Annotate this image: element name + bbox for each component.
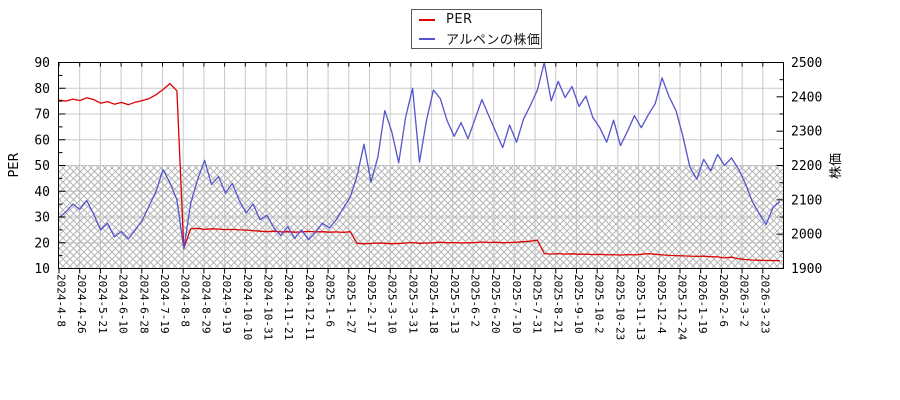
- legend-item-per: PER: [419, 12, 541, 28]
- x-tick-label: 2024-6-10: [117, 274, 130, 334]
- x-tick-label: 2025-11-13: [634, 274, 647, 340]
- x-tick-label: 2024-9-19: [220, 274, 233, 334]
- tick-labels: 10 20 30 40 50 60 70 80 90 1900 2000 2100 2200 2300 24…: [7, 56, 844, 341]
- x-tick-label: 2025-7-10: [510, 274, 523, 334]
- x-tick-label: 2025-1-6: [324, 274, 337, 327]
- x-tick-label: 2025-9-10: [572, 274, 585, 334]
- y-left-tick-label: 90: [34, 56, 50, 71]
- x-tick-label: 2025-5-13: [448, 274, 461, 334]
- y-left-tick-label: 60: [34, 133, 50, 148]
- y-left-tick-label: 30: [34, 211, 50, 226]
- x-tick-label: 2025-1-27: [344, 274, 357, 334]
- legend-item-stock-price: アルペンの株価: [419, 31, 541, 48]
- x-tick-label: 2024-4-8: [55, 274, 68, 327]
- y-right-tick-label: 1900: [791, 262, 822, 277]
- x-tick-label: 2025-6-20: [489, 274, 502, 334]
- per-series-line: [58, 82, 781, 262]
- legend: PER アルペンの株価: [411, 9, 542, 49]
- x-tick-label: 2024-8-8: [179, 274, 192, 327]
- x-tick-label: 2025-10-2: [593, 274, 606, 334]
- x-tick-label: 2024-5-21: [96, 274, 109, 334]
- y-left-tick-label: 70: [34, 108, 50, 123]
- x-tick-label: 2024-10-31: [262, 274, 275, 340]
- x-tick-label: 2024-4-26: [75, 274, 88, 334]
- x-tick-label: 2026-2-6: [717, 274, 730, 327]
- axis-ticks: [58, 62, 784, 274]
- y-right-tick-label: 2400: [791, 90, 822, 105]
- y-left-tick-label: 10: [34, 262, 50, 277]
- x-tick-label: 2025-3-31: [406, 274, 419, 334]
- x-tick-label: 2025-12-24: [676, 274, 689, 341]
- y-left-tick-label: 20: [34, 236, 50, 251]
- x-tick-label: 2024-11-21: [282, 274, 295, 340]
- legend-label-stock-price: アルペンの株価: [446, 33, 541, 48]
- x-tick-label: 2025-3-10: [386, 274, 399, 334]
- x-tick-label: 2025-2-17: [365, 274, 378, 334]
- y-left-tick-label: 40: [34, 185, 50, 200]
- y-left-axis-title: PER: [7, 152, 22, 177]
- x-tick-label: 2025-10-23: [613, 274, 626, 340]
- x-tick-label: 2024-6-28: [137, 274, 150, 334]
- x-tick-label: 2026-3-23: [758, 274, 771, 334]
- x-tick-label: 2024-7-19: [158, 274, 171, 334]
- per-line-swatch: [419, 18, 435, 21]
- x-tick-label: 2025-8-21: [551, 274, 564, 334]
- x-tick-label: 2025-12-4: [655, 274, 668, 334]
- y-left-tick-label: 50: [34, 159, 50, 174]
- crosshatch-band: [58, 165, 784, 269]
- x-tick-label: 2024-10-10: [241, 274, 254, 340]
- y-right-axis-title: 株価: [829, 153, 844, 179]
- x-tick-label: 2025-4-18: [427, 274, 440, 334]
- y-right-tick-label: 2000: [791, 228, 822, 243]
- x-tick-label: 2024-12-11: [303, 274, 316, 340]
- stock-price-series-line: [58, 61, 781, 250]
- x-tick-label: 2026-3-2: [738, 274, 751, 327]
- x-tick-label: 2026-1-19: [696, 274, 709, 334]
- stock-price-line-swatch: [419, 37, 435, 40]
- y-right-tick-label: 2200: [791, 159, 822, 174]
- y-right-tick-label: 2100: [791, 193, 822, 208]
- y-right-tick-label: 2300: [791, 125, 822, 140]
- x-tick-label: 2025-7-31: [531, 274, 544, 334]
- y-left-tick-label: 80: [34, 82, 50, 97]
- legend-label-per: PER: [446, 12, 473, 27]
- x-tick-label: 2025-6-2: [469, 274, 482, 327]
- y-right-tick-label: 2500: [791, 56, 822, 71]
- x-tick-label: 2024-8-29: [199, 274, 212, 334]
